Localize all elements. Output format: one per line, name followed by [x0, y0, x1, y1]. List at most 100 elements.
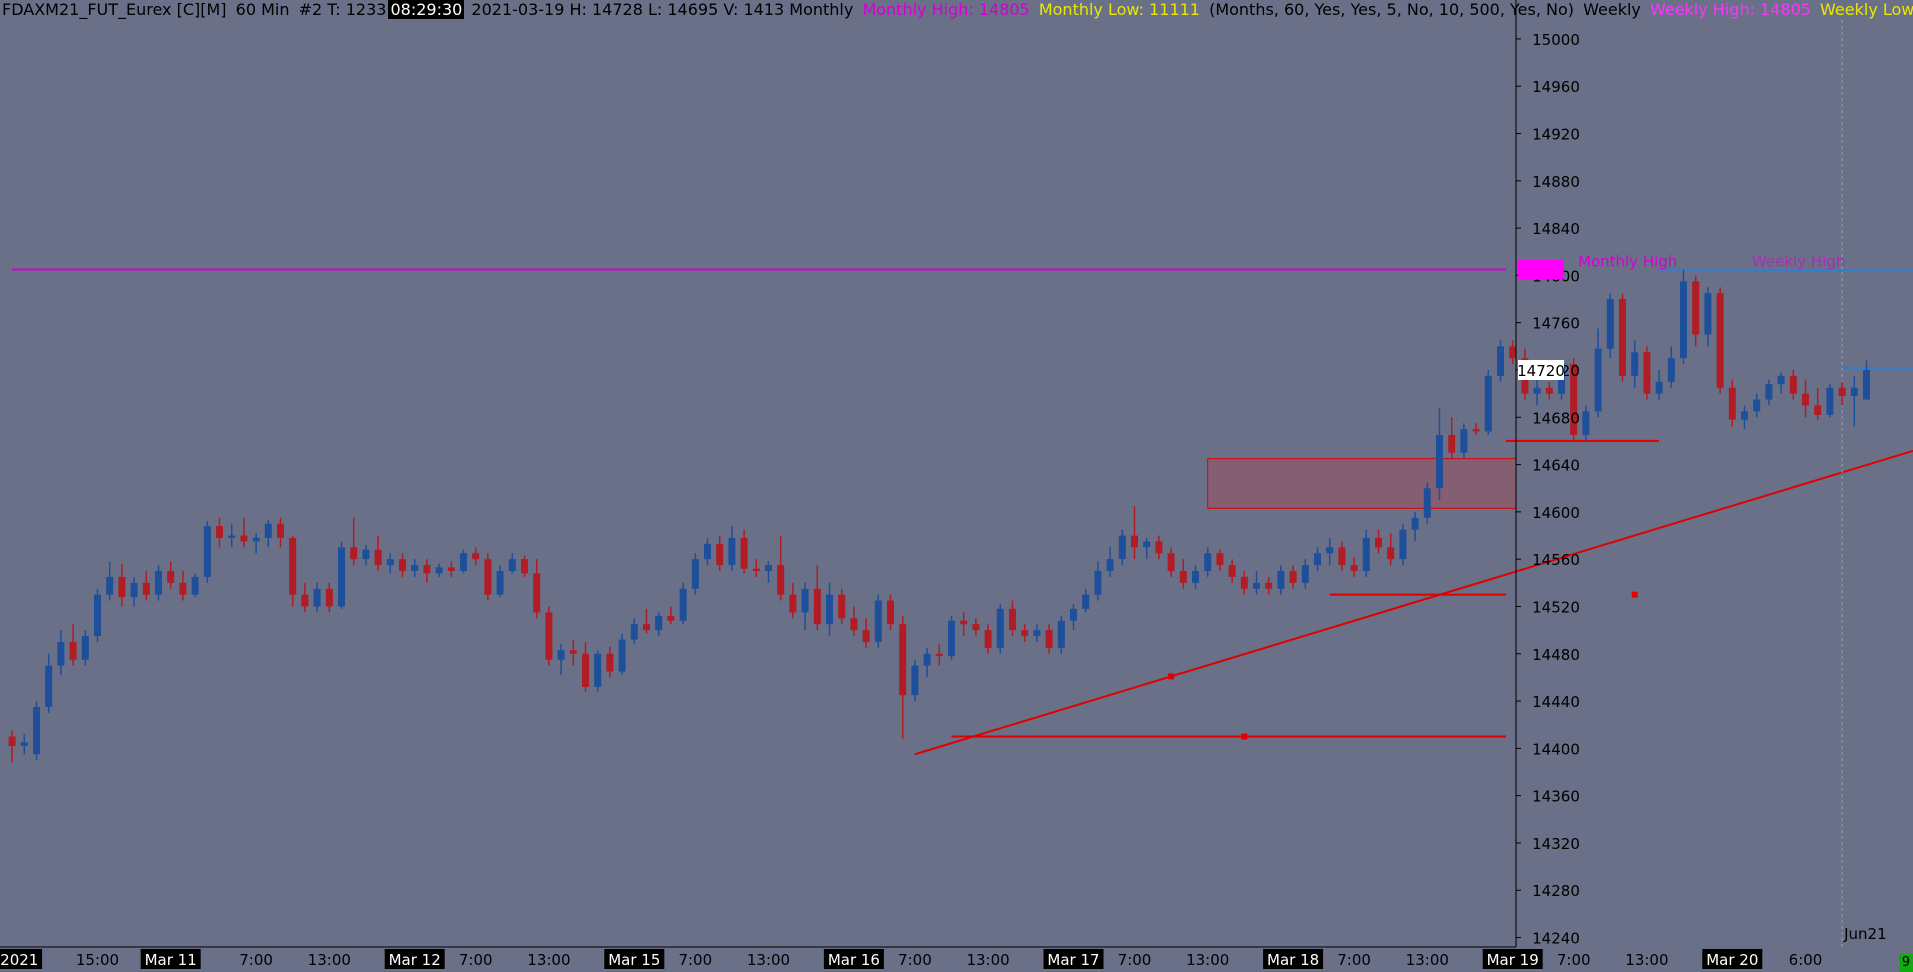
- candle: [935, 644, 943, 666]
- candle-body: [1387, 547, 1395, 560]
- candle: [1570, 358, 1578, 441]
- candle: [643, 608, 650, 634]
- candle: [1716, 287, 1724, 394]
- candle: [1204, 547, 1212, 577]
- candle: [496, 565, 504, 598]
- candle-body: [996, 608, 1004, 648]
- candle: [1680, 269, 1687, 365]
- candle-body: [1033, 630, 1041, 637]
- candle: [765, 561, 772, 583]
- candle-body: [1814, 405, 1822, 415]
- candle-body: [240, 535, 248, 542]
- candle: [1240, 570, 1248, 595]
- candle: [228, 523, 236, 548]
- time-axis[interactable]: 0 2021 15:00 Mar 11 7:00 13:00 Mar 12 7:00 13:0…: [0, 946, 1913, 972]
- candle: [57, 630, 65, 676]
- candle-body: [1411, 517, 1419, 530]
- time-tick-label: Mar 18: [1267, 951, 1319, 969]
- candle: [521, 555, 528, 577]
- candle-body: [704, 543, 711, 560]
- candle: [1106, 547, 1114, 577]
- candle-body: [228, 535, 236, 538]
- candle-body: [1021, 630, 1029, 637]
- time-tick-label: 13:00: [747, 951, 790, 969]
- price-tick-label: 14240: [1532, 930, 1580, 948]
- candle: [1057, 615, 1065, 654]
- candle: [1228, 559, 1236, 583]
- candle: [1216, 549, 1224, 571]
- candle-body: [1716, 293, 1724, 388]
- candle-body: [1753, 399, 1761, 412]
- candle-body: [1545, 387, 1553, 394]
- price-tick-label: 14680: [1532, 409, 1580, 427]
- candle-body: [1777, 375, 1785, 385]
- candle: [728, 526, 736, 571]
- candle-body: [350, 547, 358, 560]
- candle-body: [1277, 570, 1285, 589]
- candle-body: [1826, 387, 1834, 415]
- candle: [899, 615, 907, 739]
- candle: [1582, 405, 1590, 441]
- candle: [655, 612, 663, 637]
- candle-body: [374, 549, 382, 566]
- candle-body: [435, 567, 443, 574]
- candle: [1863, 360, 1870, 400]
- candle: [350, 517, 358, 566]
- candle: [874, 594, 882, 648]
- time-tick-label: 7:00: [678, 951, 712, 969]
- candle-body: [618, 639, 626, 672]
- candle: [667, 606, 675, 625]
- candle-body: [264, 523, 272, 538]
- candle-body: [1570, 364, 1578, 436]
- candle: [411, 559, 419, 577]
- time-tick-label: 7:00: [239, 951, 273, 969]
- candle-body: [1362, 537, 1370, 571]
- candle-body: [1338, 547, 1346, 566]
- candle: [1497, 340, 1504, 382]
- candle: [1314, 547, 1321, 571]
- trendline: [914, 449, 1913, 756]
- candle: [301, 582, 309, 613]
- candle-body: [167, 570, 175, 583]
- date-label-bg: [1702, 949, 1763, 969]
- candle: [1423, 482, 1431, 524]
- candle: [838, 588, 846, 625]
- candle-body: [362, 549, 370, 560]
- candle: [1631, 340, 1639, 388]
- candle-body: [1167, 553, 1175, 571]
- candle: [569, 639, 577, 666]
- candle: [338, 541, 345, 609]
- candle-body: [1484, 375, 1492, 432]
- time-tick-label: 7:00: [1337, 951, 1371, 969]
- candle: [94, 588, 101, 642]
- candle: [33, 701, 40, 761]
- candle: [557, 644, 565, 676]
- candle-body: [1082, 594, 1090, 609]
- candle-body: [130, 582, 138, 598]
- weekly-high-value: Weekly High: 14805: [1649, 0, 1811, 19]
- candle-body: [533, 573, 541, 613]
- candle: [1789, 369, 1797, 400]
- candle: [460, 549, 467, 574]
- time-tick-label: Mar 11: [145, 951, 197, 969]
- candle-body: [545, 612, 553, 660]
- corner-badge[interactable]: 9: [1899, 954, 1913, 972]
- price-tick-label: 14960: [1532, 78, 1580, 96]
- candle: [1387, 533, 1395, 566]
- candle: [1375, 529, 1382, 554]
- candle-body: [1850, 387, 1858, 397]
- candle: [1326, 537, 1334, 566]
- candle-body: [313, 588, 321, 607]
- candle: [777, 535, 785, 601]
- candle-body: [1704, 293, 1712, 335]
- candle: [435, 563, 443, 577]
- candle: [179, 570, 187, 601]
- candle: [862, 618, 870, 648]
- candle-body: [45, 665, 53, 707]
- candle-body: [1289, 570, 1297, 583]
- candle: [1741, 405, 1748, 430]
- price-axis[interactable]: 1500014960149201488014840148001476014720…: [1515, 0, 1580, 972]
- candle: [826, 582, 833, 637]
- time-tick-label: 0 2021: [0, 951, 38, 969]
